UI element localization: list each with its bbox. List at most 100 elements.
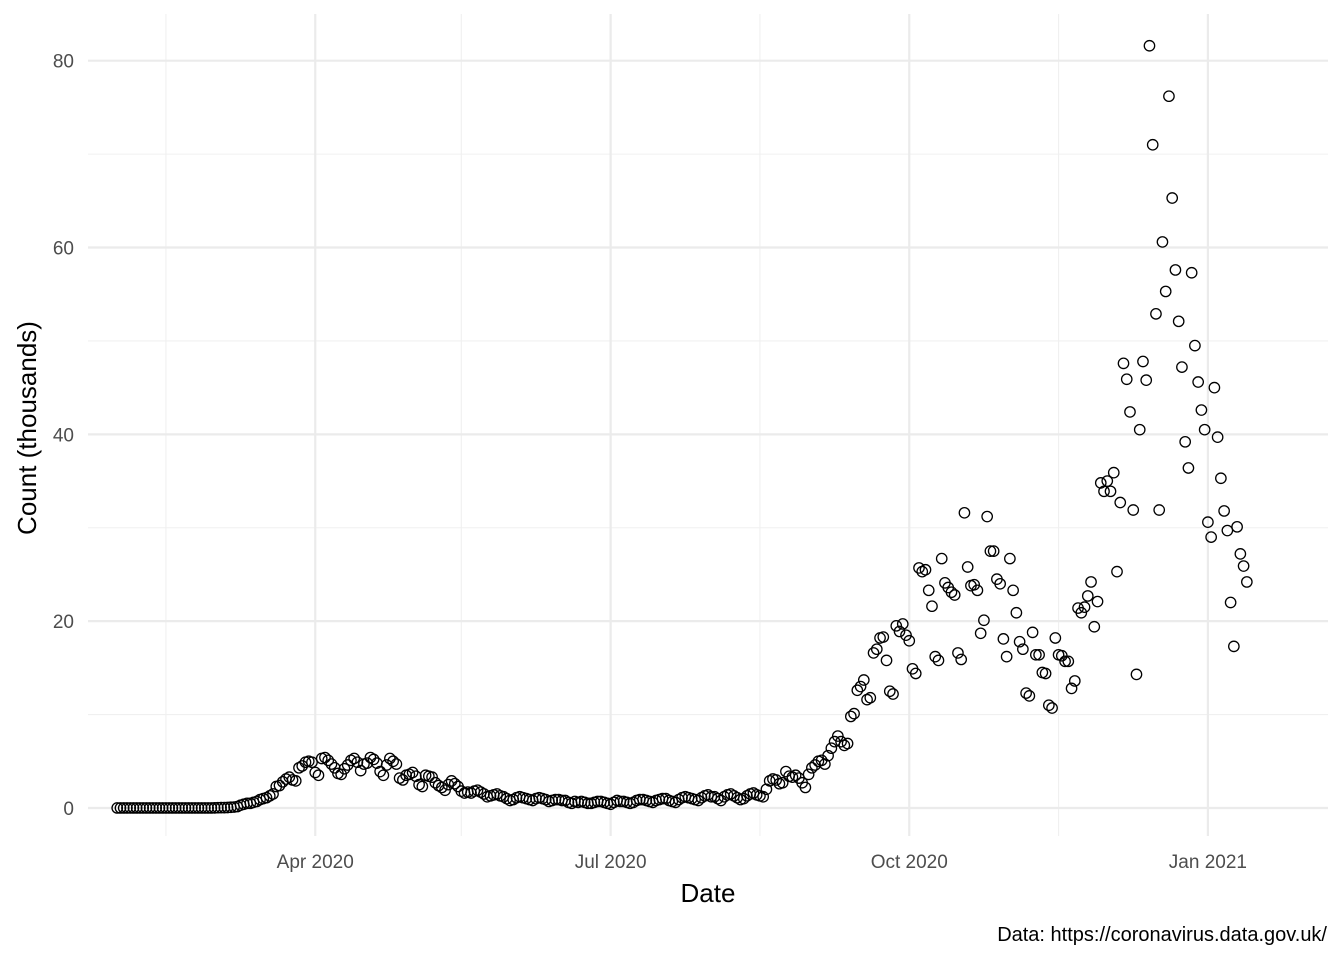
data-point [448,777,461,790]
data-point [289,775,302,787]
data-point [900,629,912,642]
data-point [971,584,984,597]
data-point [1205,531,1217,543]
data-point [890,619,903,632]
data-point [1114,496,1127,509]
data-point [822,749,834,762]
data-point [757,790,770,803]
x-tick-label: Apr 2020 [277,852,354,873]
data-point [987,545,1000,557]
data-point [176,802,188,814]
data-point [1042,699,1055,712]
data-point [1010,606,1023,619]
data-point [1033,648,1045,661]
data-point [1085,576,1097,588]
data-point [981,510,994,523]
data-point [926,600,938,613]
data-point [150,802,163,814]
data-point [1111,565,1123,578]
data-point [997,633,1010,645]
data-point [1091,595,1104,608]
data-point [192,802,205,814]
data-point [1198,423,1211,436]
x-axis-tick-labels: Apr 2020 Jul 2020 Oct 2020 Jan 2021 [277,852,1247,873]
data-point [896,618,909,630]
data-point [387,755,399,768]
data-point [1143,39,1156,52]
data-point [283,771,296,784]
data-point [1127,504,1140,516]
data-point [173,802,185,814]
data-point [1023,690,1036,702]
data-point [335,768,348,781]
data-point [857,674,870,686]
data-point [211,801,224,814]
data-point [994,577,1007,590]
data-point [1013,635,1026,648]
y-tick-label: 80 [53,52,74,73]
data-point [835,735,847,748]
data-point [919,563,932,576]
data-point [306,756,318,769]
data-point [137,802,150,814]
data-point [147,802,159,814]
data-point [195,802,208,814]
data-point [1218,505,1230,517]
data-point [416,780,429,793]
data-point [968,578,981,591]
data-point [1215,472,1227,485]
data-point [1172,315,1185,328]
data-point [117,802,130,814]
minor-gridlines [88,14,1328,836]
data-point [348,752,361,765]
data-point [1228,640,1240,653]
data-point [1150,307,1162,320]
data-point [374,765,386,778]
data-point [1153,504,1166,516]
data-points [111,39,1253,814]
y-axis-title: Count (thousands) [12,321,42,535]
data-point [1192,376,1205,388]
data-point [854,680,867,693]
data-point [1059,655,1071,668]
data-point [932,654,945,667]
data-point [1007,584,1019,597]
data-point [958,506,971,519]
data-point [831,730,844,742]
data-point [338,762,351,775]
data-point [935,552,948,565]
data-point [169,802,182,814]
data-point [1195,404,1208,416]
data-point [182,802,195,814]
x-axis-title: Date [681,878,736,908]
data-point [1062,655,1075,668]
data-point [909,667,922,680]
data-point [1107,466,1120,479]
data-point [273,779,286,792]
data-point [929,650,942,663]
data-point [384,752,396,765]
data-point [309,766,322,779]
data-point [1176,361,1188,373]
data-point [1081,590,1094,602]
data-point [877,631,890,643]
data-point [1208,381,1221,394]
data-point [435,781,448,794]
data-point [1179,435,1192,448]
data-point [426,771,438,784]
x-tick-label: Jul 2020 [575,852,647,873]
data-point [406,766,419,779]
data-point [1202,516,1214,529]
data-point [1101,475,1114,487]
data-point [1156,236,1169,248]
data-point [870,643,883,656]
data-point [160,802,172,814]
data-point [1088,620,1101,633]
data-point [267,788,279,800]
data-point [851,684,864,697]
data-point [312,769,325,782]
data-point [153,802,166,814]
data-point [1146,138,1159,151]
data-point [1068,675,1081,687]
